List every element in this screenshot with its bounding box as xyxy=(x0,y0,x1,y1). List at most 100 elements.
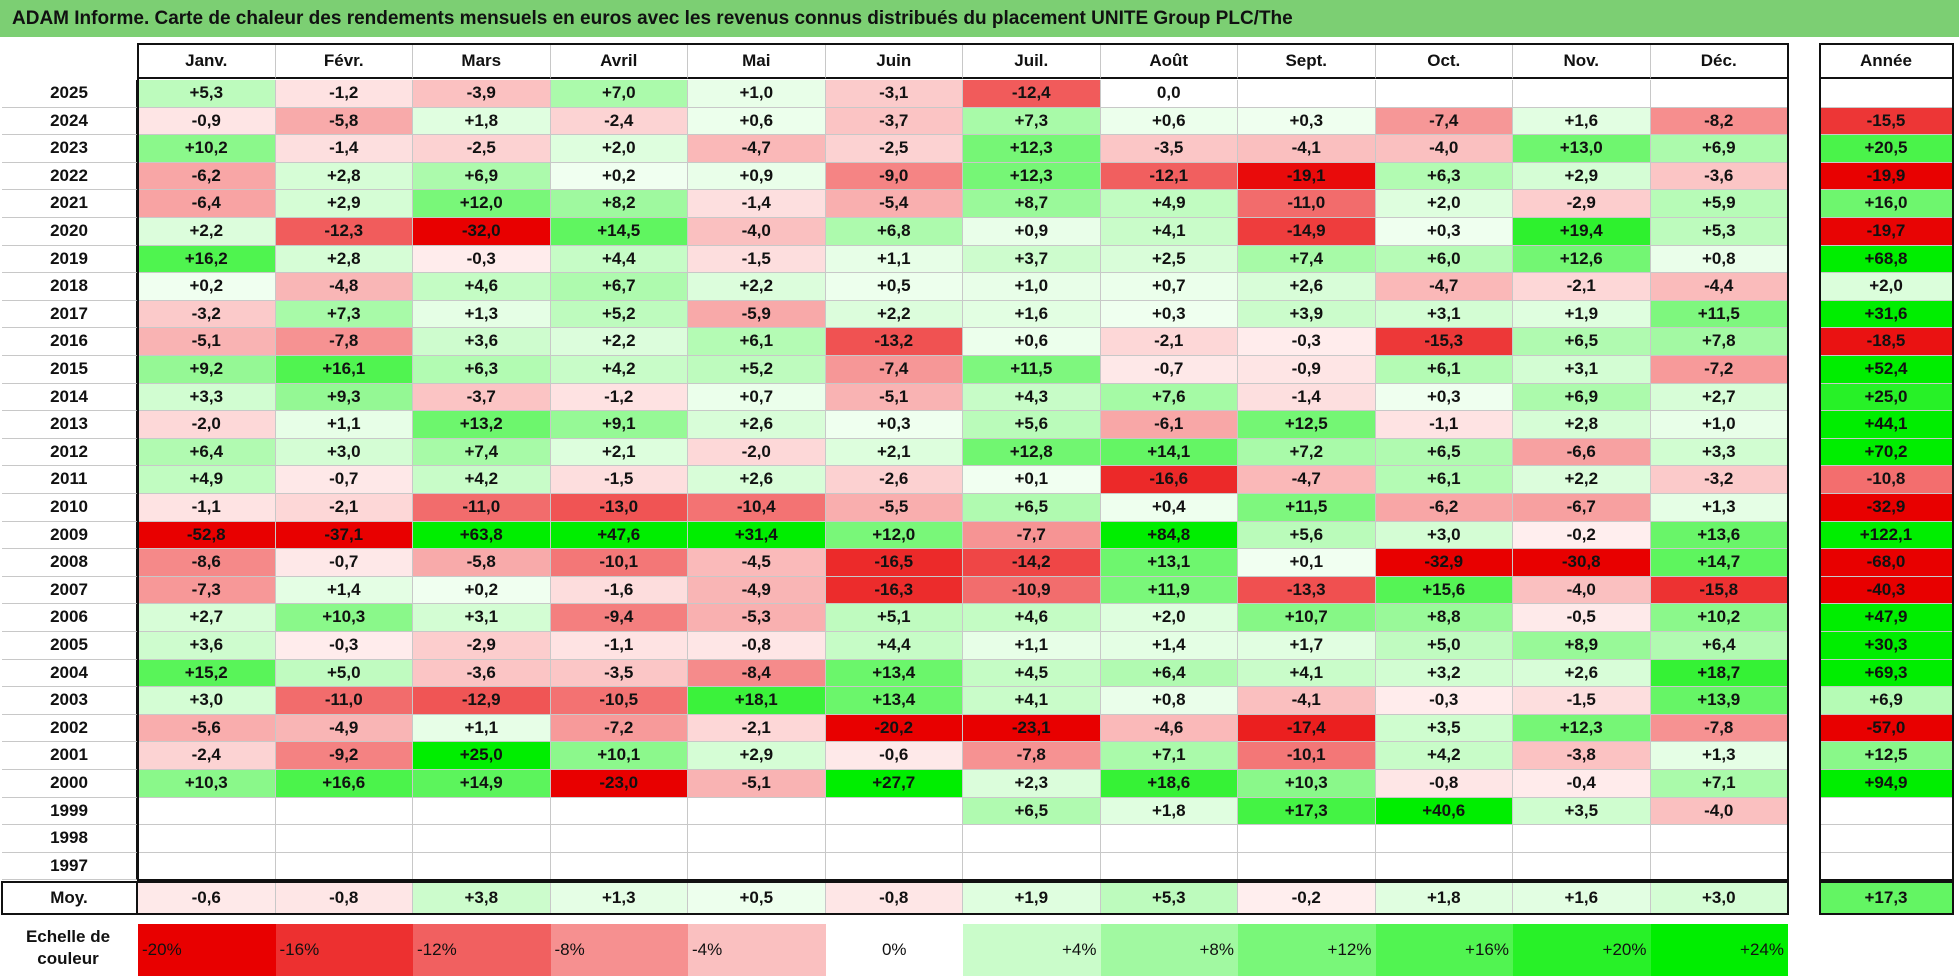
heatmap-cell: +0,4 xyxy=(1100,494,1238,522)
heatmap-cell: -0,7 xyxy=(275,549,413,577)
year-label: 2012 xyxy=(2,438,138,467)
heatmap-cell: -13,0 xyxy=(550,494,688,522)
heatmap-cell: +2,2 xyxy=(550,328,688,356)
heatmap-cell: +0,3 xyxy=(825,411,963,439)
average-label: Moy. xyxy=(2,882,138,914)
heatmap-cell: +9,1 xyxy=(550,411,688,439)
heatmap-cell: -10,4 xyxy=(688,494,826,522)
heatmap-cell xyxy=(1650,825,1788,853)
heatmap-cell: -4,7 xyxy=(688,135,826,163)
heatmap-cell xyxy=(1375,852,1513,881)
year-label: 2015 xyxy=(2,356,138,384)
heatmap-cell: +2,5 xyxy=(1100,245,1238,274)
heatmap-cell: +18,6 xyxy=(1100,770,1238,798)
annual-cell: -57,0 xyxy=(1820,714,1953,743)
heatmap-cell: -0,8 xyxy=(688,632,826,660)
heatmap-cell: +4,6 xyxy=(963,604,1101,632)
heatmap-cell: +7,4 xyxy=(413,438,551,467)
heatmap-cell xyxy=(550,825,688,853)
heatmap-cell: -3,2 xyxy=(138,300,276,329)
heatmap-cell: -4,4 xyxy=(1650,273,1788,301)
heatmap-cell: +11,5 xyxy=(1238,494,1376,522)
heatmap-cell: -1,1 xyxy=(1375,411,1513,439)
year-label: 2007 xyxy=(2,576,138,605)
heatmap-cell: -2,0 xyxy=(138,411,276,439)
heatmap-cell: -7,2 xyxy=(550,714,688,743)
heatmap-cell: +2,7 xyxy=(138,604,276,632)
heatmap-cell: +4,1 xyxy=(1100,218,1238,246)
heatmap-cell xyxy=(825,852,963,881)
heatmap-cell: +2,6 xyxy=(688,411,826,439)
year-label: 1997 xyxy=(2,852,138,881)
heatmap-cell: +3,9 xyxy=(1238,300,1376,329)
heatmap-cell: +2,9 xyxy=(275,190,413,218)
heatmap-cell xyxy=(1238,80,1376,108)
heatmap-cell: +10,3 xyxy=(275,604,413,632)
heatmap-cell: +6,4 xyxy=(1650,632,1788,660)
heatmap-cell: +5,2 xyxy=(550,300,688,329)
heatmap-cell: +16,6 xyxy=(275,770,413,798)
scale-swatch: +12% xyxy=(1238,924,1376,976)
average-cell: -0,8 xyxy=(275,882,413,914)
heatmap-cell: +1,0 xyxy=(963,273,1101,301)
heatmap-cell: +0,2 xyxy=(550,162,688,191)
heatmap-cell: +10,2 xyxy=(138,135,276,163)
heatmap-cell: +1,1 xyxy=(413,714,551,743)
heatmap-cell: +0,7 xyxy=(1100,273,1238,301)
heatmap-cell: +2,8 xyxy=(275,245,413,274)
heatmap-cell: +6,7 xyxy=(550,273,688,301)
heatmap-cell: +7,3 xyxy=(275,300,413,329)
average-cell: -0,2 xyxy=(1238,882,1376,914)
year-label: 2005 xyxy=(2,632,138,660)
heatmap-cell: +16,2 xyxy=(138,245,276,274)
heatmap-cell: +63,8 xyxy=(413,521,551,550)
heatmap-cell: +2,8 xyxy=(1513,411,1651,439)
year-label: 2022 xyxy=(2,162,138,191)
heatmap-cell: -0,5 xyxy=(1513,604,1651,632)
heatmap-cell: -7,3 xyxy=(138,576,276,605)
heatmap-cell: +12,3 xyxy=(963,162,1101,191)
heatmap-cell: +14,7 xyxy=(1650,549,1788,577)
annual-cell: +68,8 xyxy=(1820,245,1953,274)
heatmap-cell: -0,7 xyxy=(1100,356,1238,384)
heatmap-cell: +18,7 xyxy=(1650,659,1788,688)
heatmap-cell: +9,3 xyxy=(275,383,413,412)
heatmap-cell: -32,0 xyxy=(413,218,551,246)
heatmap-cell: -4,9 xyxy=(275,714,413,743)
heatmap-cell: -2,9 xyxy=(413,632,551,660)
heatmap-cell: -0,3 xyxy=(413,245,551,274)
heatmap-cell xyxy=(1238,852,1376,881)
heatmap-cell: +6,5 xyxy=(963,494,1101,522)
heatmap-cell: +3,5 xyxy=(1375,714,1513,743)
heatmap-cell: -8,2 xyxy=(1650,107,1788,136)
month-header: Janv. xyxy=(138,44,276,79)
heatmap-cell: -1,4 xyxy=(1238,383,1376,412)
year-label: 1998 xyxy=(2,825,138,853)
heatmap-cell: -5,5 xyxy=(825,494,963,522)
scale-swatch: +24% xyxy=(1650,924,1788,976)
annual-cell: +52,4 xyxy=(1820,356,1953,384)
heatmap-cell: +6,5 xyxy=(1375,438,1513,467)
heatmap-cell: -19,1 xyxy=(1238,162,1376,191)
heatmap-cell: +1,3 xyxy=(1650,494,1788,522)
heatmap-cell: -7,4 xyxy=(1375,107,1513,136)
year-label: 1999 xyxy=(2,797,138,826)
average-cell: -0,8 xyxy=(825,882,963,914)
heatmap-cell: +6,9 xyxy=(1650,135,1788,163)
heatmap-cell: -5,1 xyxy=(825,383,963,412)
heatmap-cell: +3,6 xyxy=(138,632,276,660)
heatmap-cell: -7,2 xyxy=(1650,356,1788,384)
heatmap-cell: +0,6 xyxy=(1100,107,1238,136)
heatmap-cell xyxy=(1650,80,1788,108)
annual-cell: -15,5 xyxy=(1820,107,1953,136)
heatmap-cell: +5,6 xyxy=(1238,521,1376,550)
heatmap-cell: +7,6 xyxy=(1100,383,1238,412)
heatmap-cell: -1,5 xyxy=(550,466,688,494)
heatmap-cell: +27,7 xyxy=(825,770,963,798)
month-header: Déc. xyxy=(1650,44,1788,79)
heatmap-cell: -1,2 xyxy=(550,383,688,412)
heatmap-cell: -5,8 xyxy=(275,107,413,136)
heatmap-cell: -10,5 xyxy=(550,687,688,715)
heatmap-cell xyxy=(1513,852,1651,881)
heatmap-cell: -7,4 xyxy=(825,356,963,384)
